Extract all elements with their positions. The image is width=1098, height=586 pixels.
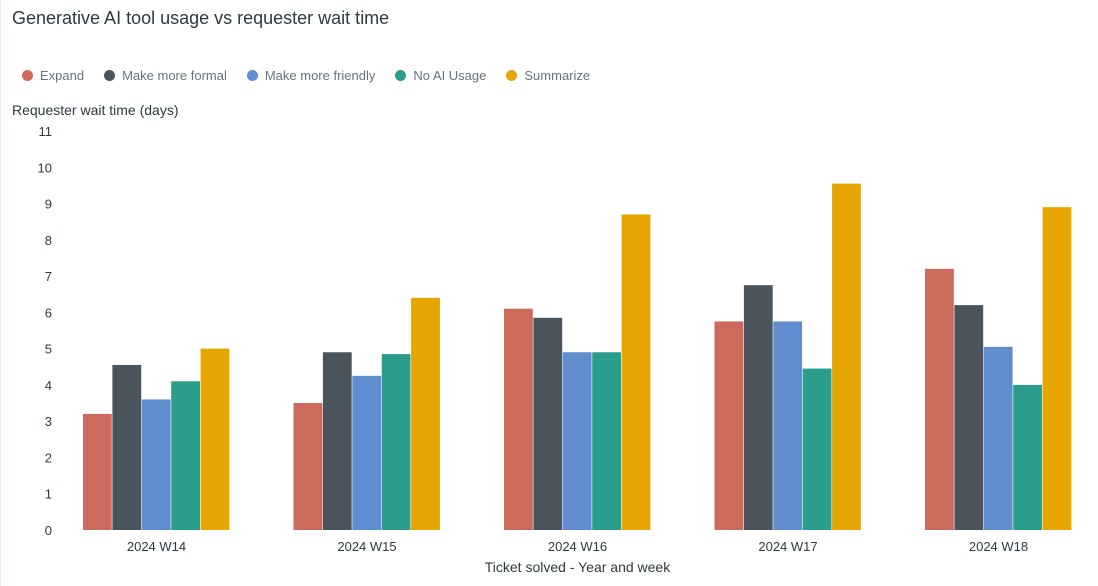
bar-no-ai-usage-2024-w17[interactable] xyxy=(802,368,832,530)
y-tick-label: 6 xyxy=(45,305,52,320)
legend-label: Expand xyxy=(40,68,85,83)
x-tick-label: 2024 W14 xyxy=(127,539,186,554)
bar-make-more-friendly-2024-w14[interactable] xyxy=(141,399,171,530)
bar-expand-2024-w14[interactable] xyxy=(83,413,112,530)
legend-item-no-ai-usage[interactable]: No AI Usage xyxy=(395,68,486,83)
bar-summarize-2024-w17[interactable] xyxy=(832,183,861,530)
chart-legend: Expand Make more formal Make more friend… xyxy=(22,68,610,83)
x-tick-label: 2024 W16 xyxy=(548,539,607,554)
bar-expand-2024-w15[interactable] xyxy=(293,403,323,530)
legend-item-make-more-formal[interactable]: Make more formal xyxy=(104,68,227,83)
bar-make-more-friendly-2024-w18[interactable] xyxy=(983,346,1013,530)
legend-label: Make more friendly xyxy=(264,68,376,83)
y-tick-label: 1 xyxy=(45,487,52,502)
legend-swatch-make-more-friendly xyxy=(246,70,258,81)
y-tick-label: 8 xyxy=(45,233,52,248)
bar-make-more-friendly-2024-w16[interactable] xyxy=(562,352,592,530)
bar-expand-2024-w18[interactable] xyxy=(925,268,954,530)
legend-swatch-no-ai-usage xyxy=(395,70,407,81)
chart-title: Generative AI tool usage vs requester wa… xyxy=(12,8,390,28)
legend-label: Make more formal xyxy=(122,68,227,83)
y-tick-label: 0 xyxy=(45,523,52,538)
legend-item-summarize[interactable]: Summarize xyxy=(506,68,590,83)
bar-summarize-2024-w18[interactable] xyxy=(1042,207,1072,530)
bar-no-ai-usage-2024-w16[interactable] xyxy=(592,352,621,530)
bar-expand-2024-w17[interactable] xyxy=(714,321,744,530)
bar-make-more-formal-2024-w18[interactable] xyxy=(954,305,984,530)
y-tick-label: 2 xyxy=(45,450,52,465)
y-tick-label: 10 xyxy=(38,160,52,175)
bar-no-ai-usage-2024-w14[interactable] xyxy=(171,381,200,530)
x-axis-label: Ticket solved - Year and week xyxy=(484,559,671,575)
legend-swatch-make-more-formal xyxy=(104,70,116,81)
y-tick-label: 7 xyxy=(45,269,52,284)
y-axis-label: Requester wait time (days) xyxy=(12,102,179,118)
bar-make-more-formal-2024-w17[interactable] xyxy=(743,285,773,530)
legend-label: No AI Usage xyxy=(413,68,487,83)
bar-make-more-formal-2024-w15[interactable] xyxy=(322,352,352,530)
x-tick-label: 2024 W15 xyxy=(337,539,396,554)
bar-summarize-2024-w15[interactable] xyxy=(411,297,440,530)
y-tick-label: 3 xyxy=(45,414,52,429)
legend-swatch-expand xyxy=(22,70,33,81)
legend-swatch-summarize xyxy=(506,70,518,81)
y-tick-label: 9 xyxy=(45,197,52,212)
bar-make-more-formal-2024-w14[interactable] xyxy=(112,364,142,530)
bar-make-more-formal-2024-w16[interactable] xyxy=(533,317,563,530)
bar-summarize-2024-w16[interactable] xyxy=(621,214,651,530)
x-tick-label: 2024 W18 xyxy=(969,539,1028,554)
bar-expand-2024-w16[interactable] xyxy=(504,308,533,530)
legend-label: Summarize xyxy=(524,68,591,83)
bar-no-ai-usage-2024-w18[interactable] xyxy=(1013,384,1042,530)
x-tick-label: 2024 W17 xyxy=(758,539,817,554)
bar-no-ai-usage-2024-w15[interactable] xyxy=(381,354,411,530)
bar-make-more-friendly-2024-w15[interactable] xyxy=(352,375,382,530)
y-tick-label: 5 xyxy=(45,342,52,357)
legend-item-make-more-friendly[interactable]: Make more friendly xyxy=(246,68,376,83)
y-tick-label: 4 xyxy=(45,378,52,393)
bar-summarize-2024-w14[interactable] xyxy=(200,348,230,530)
legend-item-expand[interactable]: Expand xyxy=(22,68,84,83)
y-tick-label: 11 xyxy=(39,124,53,139)
bar-make-more-friendly-2024-w17[interactable] xyxy=(773,321,803,530)
